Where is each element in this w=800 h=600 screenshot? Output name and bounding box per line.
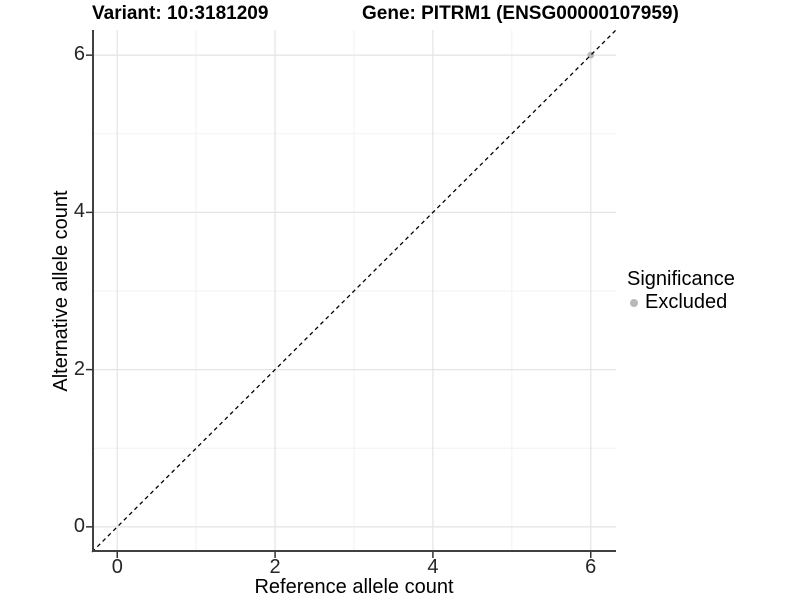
- legend-entry-label: Excluded: [645, 291, 728, 313]
- x-tick-label: 0: [111, 556, 123, 578]
- x-axis-title: Reference allele count: [254, 576, 454, 598]
- y-tick-label: 0: [73, 514, 85, 537]
- x-tick-label: 2: [269, 556, 281, 578]
- figure-title-gene: Gene: PITRM1 (ENSG00000107959): [362, 3, 679, 24]
- y-tick-label: 2: [73, 357, 85, 380]
- plot-canvas: [86, 29, 617, 558]
- legend-title: Significance: [627, 268, 735, 290]
- legend-entry-excluded: Excluded: [627, 291, 735, 314]
- plot-panel: [86, 29, 617, 558]
- x-tick-label: 4: [427, 556, 439, 578]
- legend: Significance Excluded: [627, 268, 735, 314]
- y-tick-label: 6: [73, 43, 85, 66]
- identity-line: [91, 29, 617, 553]
- y-tick-label: 4: [73, 200, 85, 223]
- x-tick-label: 6: [585, 556, 597, 578]
- figure-title-variant: Variant: 10:3181209: [92, 3, 269, 24]
- y-axis-title: Alternative allele count: [50, 190, 72, 392]
- excluded-point-icon: [630, 298, 638, 307]
